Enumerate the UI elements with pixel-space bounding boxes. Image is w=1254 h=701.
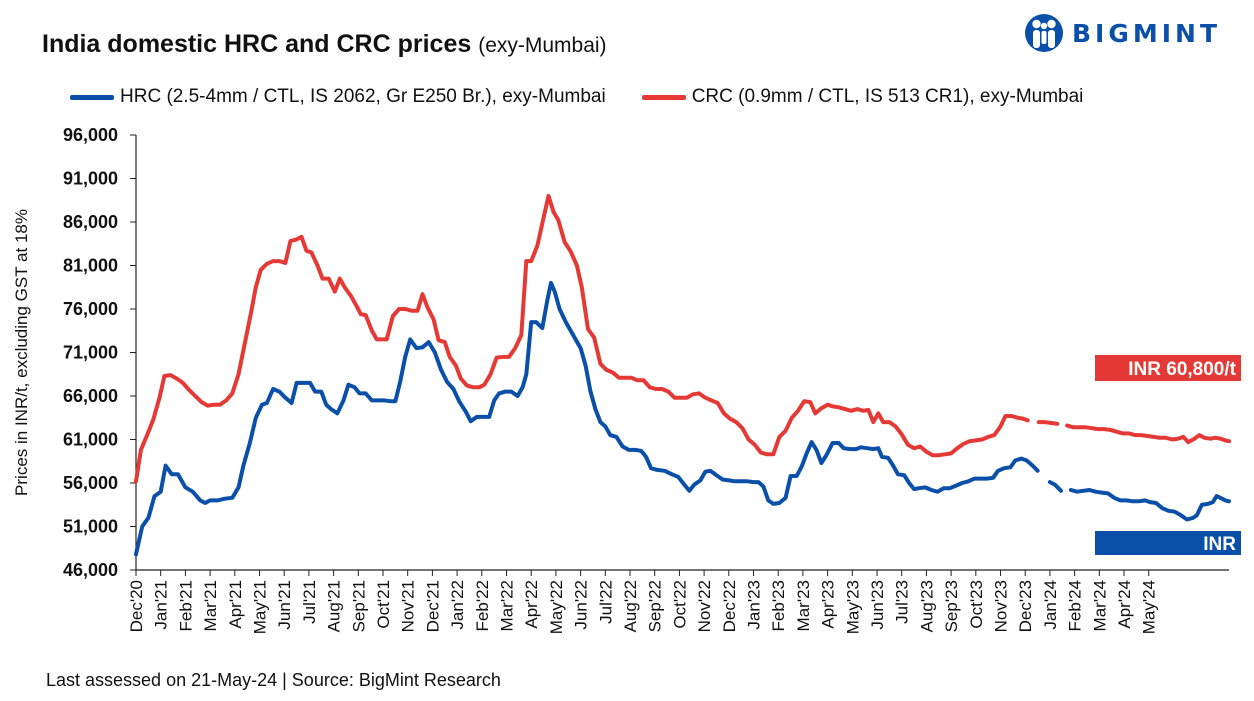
y-tick-label: 66,000 — [63, 386, 118, 406]
x-tick-label: Jun'21 — [275, 580, 294, 630]
x-tick-label: Mar'22 — [498, 580, 517, 631]
x-tick-label: Nov'21 — [399, 580, 418, 632]
x-tick-label: May'21 — [251, 580, 270, 634]
hrc-latest-tag — [1095, 531, 1241, 555]
series-line-hrc — [1068, 488, 1231, 522]
brand-logo: BIGMINT — [1024, 10, 1221, 56]
chart-legend: HRC (2.5-4mm / CTL, IS 2062, Gr E250 Br.… — [70, 86, 1119, 108]
x-tick-label: Jun'23 — [868, 580, 887, 630]
x-tick-label: Dec'22 — [720, 580, 739, 632]
y-tick-label: 96,000 — [63, 125, 118, 145]
people-icon — [1025, 14, 1063, 52]
x-tick-label: Feb'21 — [176, 580, 195, 631]
x-tick-label: Aug'22 — [621, 580, 640, 632]
x-tick-label: Jul'22 — [596, 580, 615, 624]
x-tick-label: May'24 — [1140, 580, 1159, 634]
x-tick-label: Sep'22 — [646, 580, 665, 632]
x-tick-label: Jul'23 — [893, 580, 912, 624]
x-tick-label: Apr'23 — [819, 580, 838, 629]
legend-item-crc: CRC (0.9mm / CTL, IS 513 CR1), exy-Mumba… — [641, 86, 1084, 108]
x-tick-label: Jul'21 — [300, 580, 319, 624]
crc-latest-label: INR 60,800/t — [1128, 359, 1236, 380]
x-tick-label: Jan'23 — [745, 580, 764, 630]
x-tick-label: Feb'24 — [1066, 580, 1085, 631]
legend-swatch-crc — [641, 94, 686, 100]
y-tick-label: 91,000 — [63, 169, 118, 189]
x-tick-label: Oct'22 — [670, 580, 689, 629]
x-tick-label: May'23 — [843, 580, 862, 634]
x-tick-label: Apr'24 — [1115, 580, 1134, 629]
y-tick-label: 61,000 — [63, 430, 118, 450]
series-line-crc — [1065, 423, 1231, 445]
brand-logo-text: BIGMINT — [1072, 18, 1222, 48]
x-tick-label: Mar'24 — [1090, 580, 1109, 631]
x-tick-label: Jan'21 — [152, 580, 171, 630]
chart-title-subtitle: (exy-Mumbai) — [478, 34, 607, 57]
chart-footer: Last assessed on 21-May-24 | Source: Big… — [46, 670, 501, 690]
x-tick-label: Feb'22 — [473, 580, 492, 631]
y-tick-label: 81,000 — [63, 256, 118, 276]
x-tick-label: Nov'22 — [695, 580, 714, 632]
x-tick-label: Dec'21 — [423, 580, 442, 632]
series-line-crc — [1036, 420, 1060, 426]
x-tick-label: Oct'23 — [967, 580, 986, 629]
x-tick-label: Jan'24 — [1041, 580, 1060, 630]
y-tick-label: 56,000 — [63, 473, 118, 493]
x-tick-label: Mar'21 — [201, 580, 220, 631]
x-tick-label: Oct'21 — [374, 580, 393, 629]
x-tick-label: Feb'23 — [769, 580, 788, 631]
series-line-hrc — [134, 280, 1040, 557]
legend-label-crc: CRC (0.9mm / CTL, IS 513 CR1), exy-Mumba… — [691, 86, 1084, 107]
chart-title-main: India domestic HRC and CRC prices — [42, 30, 472, 58]
y-tick-label: 51,000 — [63, 517, 118, 537]
x-tick-label: Mar'23 — [794, 580, 813, 631]
x-tick-label: Jan'22 — [448, 580, 467, 630]
x-tick-label: Apr'22 — [522, 580, 541, 629]
y-tick-label: 76,000 — [63, 299, 118, 319]
x-tick-label: Sep'21 — [349, 580, 368, 632]
legend-swatch-hrc — [70, 94, 114, 100]
x-tick-label: Sep'23 — [942, 580, 961, 632]
y-tick-label: 46,000 — [63, 560, 118, 580]
chart-title: India domestic HRC and CRC prices (exy-M… — [42, 30, 607, 59]
x-tick-label: Dec'23 — [1016, 580, 1035, 632]
x-tick-label: Aug'21 — [325, 580, 344, 632]
legend-label-hrc: HRC (2.5-4mm / CTL, IS 2062, Gr E250 Br.… — [120, 86, 606, 107]
x-tick-label: Jun'22 — [572, 580, 591, 630]
x-tick-label: Aug'23 — [917, 580, 936, 632]
y-tick-label: 86,000 — [63, 212, 118, 232]
x-tick-label: Dec'20 — [127, 580, 146, 632]
series-line-hrc — [1047, 480, 1063, 493]
hrc-latest-label: INR — [1203, 534, 1236, 555]
y-tick-label: 71,000 — [63, 343, 118, 363]
x-tick-label: May'22 — [547, 580, 566, 634]
series-line-crc — [134, 193, 1030, 484]
crc-latest-tag — [1095, 355, 1241, 381]
legend-item-hrc: HRC (2.5-4mm / CTL, IS 2062, Gr E250 Br.… — [70, 86, 606, 108]
x-tick-label: Nov'23 — [992, 580, 1011, 632]
y-axis-label: Prices in INR/t, excluding GST at 18% — [12, 209, 31, 496]
x-tick-label: Apr'21 — [226, 580, 245, 629]
